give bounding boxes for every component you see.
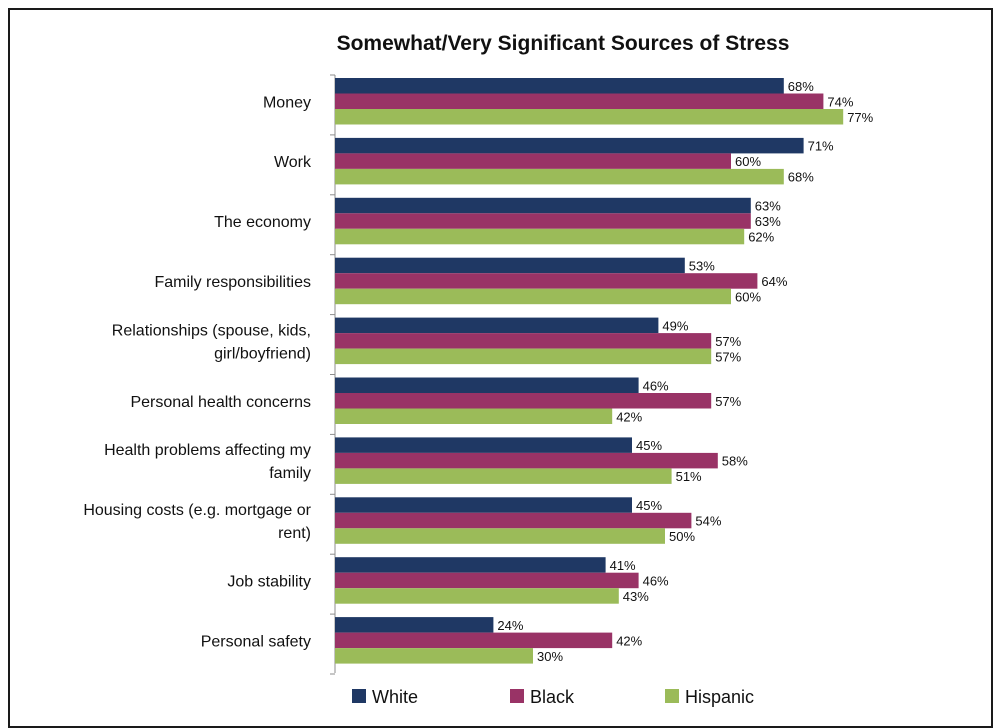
- bar-black: [335, 153, 731, 169]
- data-label: 57%: [715, 334, 741, 349]
- chart-title: Somewhat/Very Significant Sources of Str…: [337, 32, 790, 55]
- category-label: Housing costs (e.g. mortgage or: [83, 502, 311, 519]
- category-axis-ticks: [330, 74, 335, 675]
- bar-black: [335, 93, 824, 109]
- data-label: 45%: [636, 498, 662, 513]
- data-label: 46%: [643, 378, 669, 393]
- bar-black: [335, 632, 613, 649]
- data-label: 68%: [788, 170, 814, 185]
- category-label: girl/boyfriend): [214, 345, 311, 362]
- data-label: 71%: [808, 139, 834, 154]
- bar-white: [335, 78, 784, 94]
- bar-white: [335, 377, 639, 393]
- bar-hispanic: [335, 288, 731, 305]
- data-label: 24%: [497, 618, 523, 633]
- legend-swatch-black: [510, 689, 524, 703]
- legend-label-white: White: [372, 687, 418, 707]
- legend-swatch-hispanic: [665, 689, 679, 703]
- bar-white: [335, 497, 632, 513]
- category-label: Job stability: [227, 574, 311, 591]
- category-label: rent): [278, 525, 311, 542]
- data-label: 30%: [537, 649, 563, 664]
- data-label: 42%: [616, 409, 642, 424]
- category-label: Family responsibilities: [155, 274, 312, 291]
- data-label: 58%: [722, 454, 748, 469]
- data-label: 64%: [761, 274, 787, 289]
- legend-label-hispanic: Hispanic: [685, 687, 754, 707]
- bar-white: [335, 557, 606, 573]
- legend-swatch-white: [352, 689, 366, 703]
- data-label: 60%: [735, 154, 761, 169]
- bar-black: [335, 572, 639, 589]
- data-label: 63%: [755, 214, 781, 229]
- data-label: 42%: [616, 633, 642, 648]
- data-label: 60%: [735, 289, 761, 304]
- bar-white: [335, 137, 804, 154]
- data-label: 62%: [748, 230, 774, 245]
- bar-hispanic: [335, 408, 613, 424]
- category-label: Relationships (spouse, kids,: [112, 322, 311, 339]
- bar-hispanic: [335, 109, 844, 125]
- bar-black: [335, 393, 712, 409]
- bar-black: [335, 333, 712, 349]
- category-label: Personal health concerns: [130, 394, 311, 411]
- data-label: 68%: [788, 79, 814, 94]
- bars: [335, 78, 844, 664]
- data-labels: 68%71%63%53%49%46%45%45%41%24%74%60%63%6…: [497, 79, 873, 664]
- bar-white: [335, 617, 494, 633]
- bar-hispanic: [335, 588, 619, 604]
- data-label: 74%: [827, 94, 853, 109]
- bar-black: [335, 512, 692, 529]
- data-label: 57%: [715, 394, 741, 409]
- bar-black: [335, 273, 758, 289]
- bar-black: [335, 213, 751, 229]
- bar-hispanic: [335, 168, 784, 185]
- data-label: 63%: [755, 199, 781, 214]
- bar-hispanic: [335, 228, 745, 245]
- data-label: 53%: [689, 258, 715, 273]
- category-label: Money: [263, 94, 311, 111]
- bar-hispanic: [335, 348, 712, 365]
- data-label: 57%: [715, 349, 741, 364]
- category-label: The economy: [214, 214, 311, 231]
- category-label: Work: [274, 154, 312, 171]
- bar-hispanic: [335, 648, 533, 664]
- category-labels: Money Work The economy Family responsibilit…: [83, 94, 312, 650]
- bar-black: [335, 452, 718, 469]
- data-label: 41%: [610, 558, 636, 573]
- data-label: 49%: [662, 318, 688, 333]
- data-label: 77%: [847, 110, 873, 125]
- bar-white: [335, 437, 632, 453]
- data-label: 50%: [669, 529, 695, 544]
- bar-hispanic: [335, 528, 665, 544]
- bar-white: [335, 197, 751, 214]
- category-label: family: [269, 465, 311, 482]
- category-label: Health problems affecting my: [104, 442, 311, 459]
- data-label: 54%: [695, 514, 721, 529]
- data-label: 45%: [636, 438, 662, 453]
- legend: White Black Hispanic: [352, 687, 754, 707]
- data-label: 43%: [623, 589, 649, 604]
- category-label: Personal safety: [201, 633, 311, 650]
- bar-hispanic: [335, 468, 672, 484]
- bar-white: [335, 317, 659, 334]
- legend-label-black: Black: [530, 687, 575, 707]
- data-label: 46%: [643, 574, 669, 589]
- bar-white: [335, 257, 685, 274]
- data-label: 51%: [676, 469, 702, 484]
